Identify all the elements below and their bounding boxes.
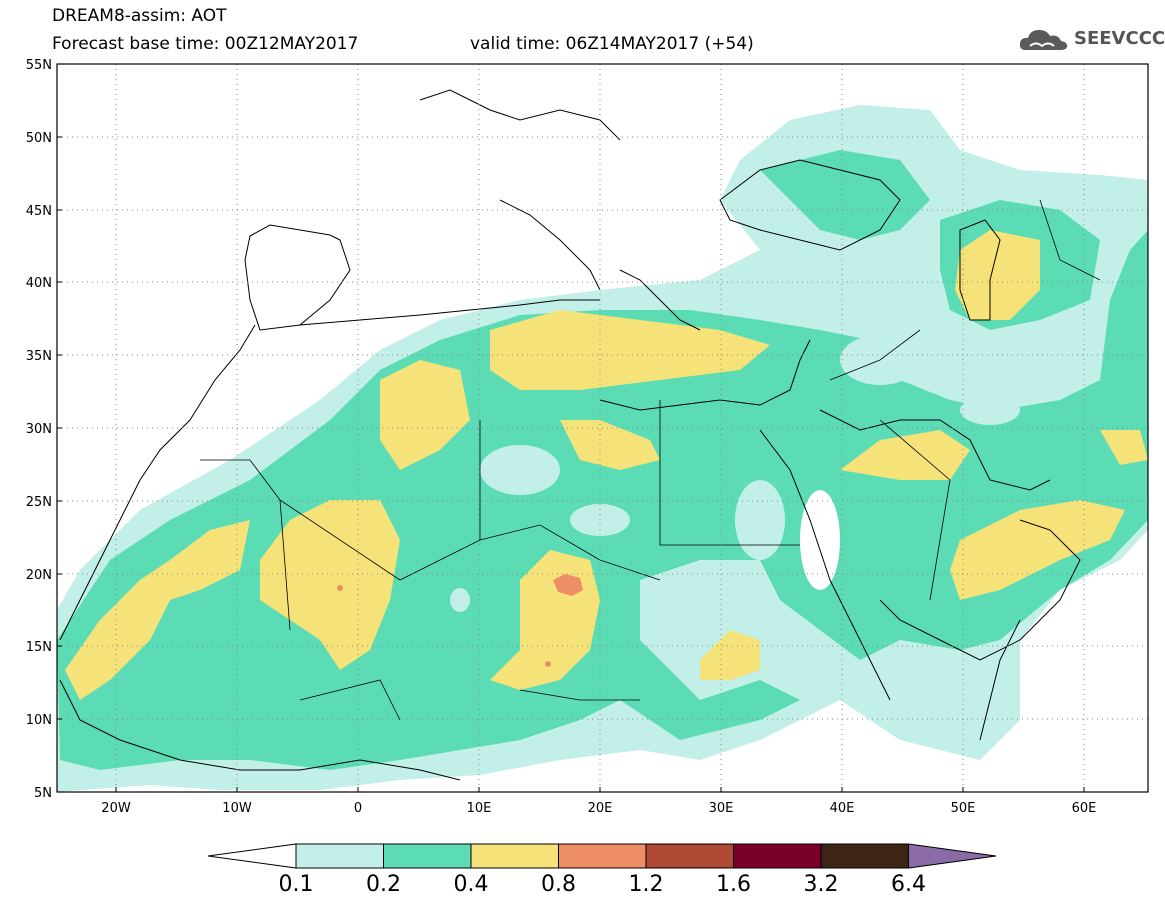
aot-contour-0.8 [553,574,583,596]
aot-contour-0.4 [560,420,660,470]
aot-field [57,64,1148,792]
borders [200,199,1101,721]
y-tick-label: 5N [34,786,52,801]
colorbar-label: 1.2 [628,872,664,897]
aot-contour-0.4 [65,520,250,700]
colorbar-arrow-high [908,843,997,869]
x-tick-label: 20W [101,801,131,816]
x-tick-label: 50E [951,801,976,816]
y-tick-label: 50N [26,131,52,146]
x-tick-label: 20E [588,801,613,816]
valid-time: valid time: 06Z14MAY2017 (+54) [470,34,754,54]
colorbar-label: 0.1 [278,872,314,897]
aot-contour-0.4 [840,430,970,480]
colorbar-arrow-low [207,843,297,869]
colorbar-label: 6.4 [891,872,926,897]
y-tick-label: 10N [26,713,52,728]
x-tick-label: 10W [222,801,252,816]
y-tick-label: 20N [26,568,52,583]
y-tick-label: 15N [26,640,52,655]
forecast-base-time: Forecast base time: 00Z12MAY2017 [52,34,359,54]
coastlines [59,89,1081,781]
map-title: DREAM8-assim: AOT [52,6,227,26]
colorbar [207,843,997,869]
y-tick-label: 25N [26,495,52,510]
y-tick-labels: 55N 50N 45N 40N 35N 30N 25N 20N 15N 10N … [26,58,52,801]
x-tick-label: 30E [709,801,734,816]
colorbar-label: 1.6 [716,872,751,897]
aot-contour-0.4 [955,230,1040,320]
y-tick-label: 35N [26,349,52,364]
colorbar-swatch [295,843,384,869]
x-tick-label: 40E [830,801,855,816]
aot-contour-0.4 [260,500,400,670]
aot-contour-0.4 [1100,430,1148,465]
x-tick-label: 0 [354,801,362,816]
y-tick-label: 45N [26,204,52,219]
x-tick-label: 10E [467,801,492,816]
y-tick-label: 40N [26,276,52,291]
colorbar-swatch [820,843,909,869]
colorbar-label: 0.4 [453,872,489,897]
colorbar-swatch [733,843,822,869]
logo-text: SEEVCCC [1074,28,1165,49]
axis-ticks [57,63,1085,793]
colorbar-swatch [383,843,472,869]
colorbar-swatch [470,843,559,869]
seevccc-logo: SEEVCCC [1018,24,1165,54]
colorbar-swatch [645,843,734,869]
aot-contour-0.4 [380,360,470,470]
aot-contour-0.4 [700,630,760,680]
colorbar-swatch [558,843,647,869]
cloud-icon [1019,30,1068,50]
x-tick-label: 60E [1072,801,1097,816]
colorbar-label: 3.2 [803,872,839,897]
aot-contour-0.2 [760,150,930,240]
aot-contour-0.4 [950,500,1125,600]
y-tick-label: 30N [26,422,52,437]
y-tick-label: 55N [26,58,52,73]
colorbar-label: 0.8 [541,872,576,897]
colorbar-label: 0.2 [366,872,401,897]
x-tick-labels: 20W 10W 0 10E 20E 30E 40E 50E 60E [101,801,1096,816]
gridlines [57,64,1148,792]
